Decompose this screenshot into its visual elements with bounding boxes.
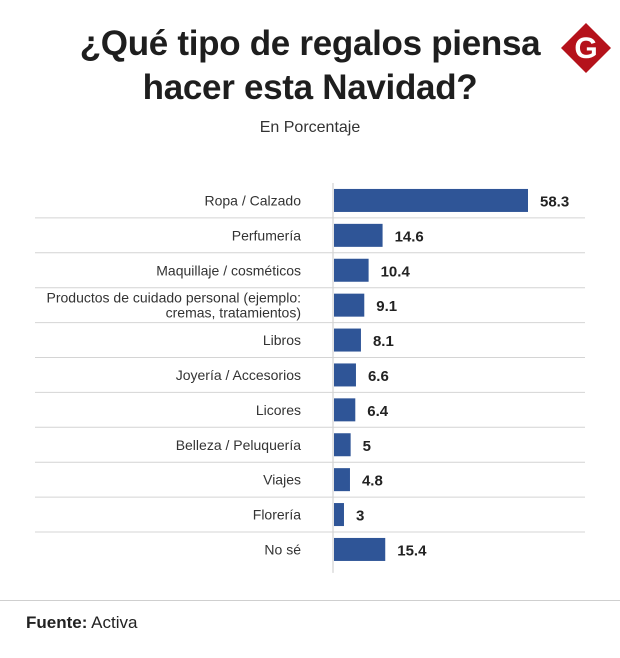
category-label: Maquillaje / cosméticos [156, 262, 301, 278]
svg-text:G: G [574, 32, 597, 65]
category-label: cremas, tratamientos) [166, 305, 301, 321]
chart-title-line-2: hacer esta Navidad? [142, 68, 478, 107]
category-label: Joyería / Accesorios [176, 367, 301, 383]
bar [334, 258, 369, 282]
bar [334, 433, 351, 457]
bar [334, 188, 528, 212]
chart-title: ¿Qué tipo de regalos piensa hacer esta N… [60, 22, 560, 110]
bar [334, 503, 344, 527]
source-note: Fuente: Activa [26, 613, 137, 633]
bar [334, 398, 356, 422]
value-label: 9.1 [376, 298, 397, 315]
value-label: 8.1 [373, 333, 394, 350]
source-value: Activa [87, 613, 138, 632]
value-label: 4.8 [362, 473, 383, 490]
footer-divider [0, 600, 620, 601]
value-label: 10.4 [381, 263, 411, 280]
category-label: Licores [256, 402, 301, 418]
chart-subtitle: En Porcentaje [259, 119, 361, 136]
brand-logo-icon: G [561, 23, 611, 73]
bar [334, 293, 365, 317]
category-label: Ropa / Calzado [204, 192, 301, 208]
bar [334, 537, 386, 561]
category-label: Perfumería [232, 227, 301, 243]
source-label: Fuente: [26, 613, 88, 632]
bar-chart: 58.3 Ropa / Calzado 14.6 Perfumería 10.4 Maqu… [35, 183, 585, 573]
category-label: Florería [253, 507, 301, 523]
value-label: 6.6 [368, 368, 389, 385]
category-label: Belleza / Peluquería [176, 437, 302, 453]
bar [334, 363, 356, 387]
value-label: 58.3 [540, 193, 569, 210]
bar [334, 468, 350, 492]
value-label: 5 [363, 438, 371, 455]
value-label: 6.4 [367, 403, 389, 420]
bar [334, 328, 361, 352]
category-label: Libros [263, 332, 301, 348]
value-label: 3 [356, 508, 364, 525]
bar [334, 223, 383, 247]
category-label: Viajes [263, 472, 301, 488]
value-label: 14.6 [395, 228, 424, 245]
category-label: No sé [264, 541, 301, 557]
value-label: 15.4 [397, 542, 427, 559]
category-label: Productos de cuidado personal (ejemplo: [47, 290, 302, 306]
chart-title-line-1: ¿Qué tipo de regalos piensa [79, 24, 541, 63]
